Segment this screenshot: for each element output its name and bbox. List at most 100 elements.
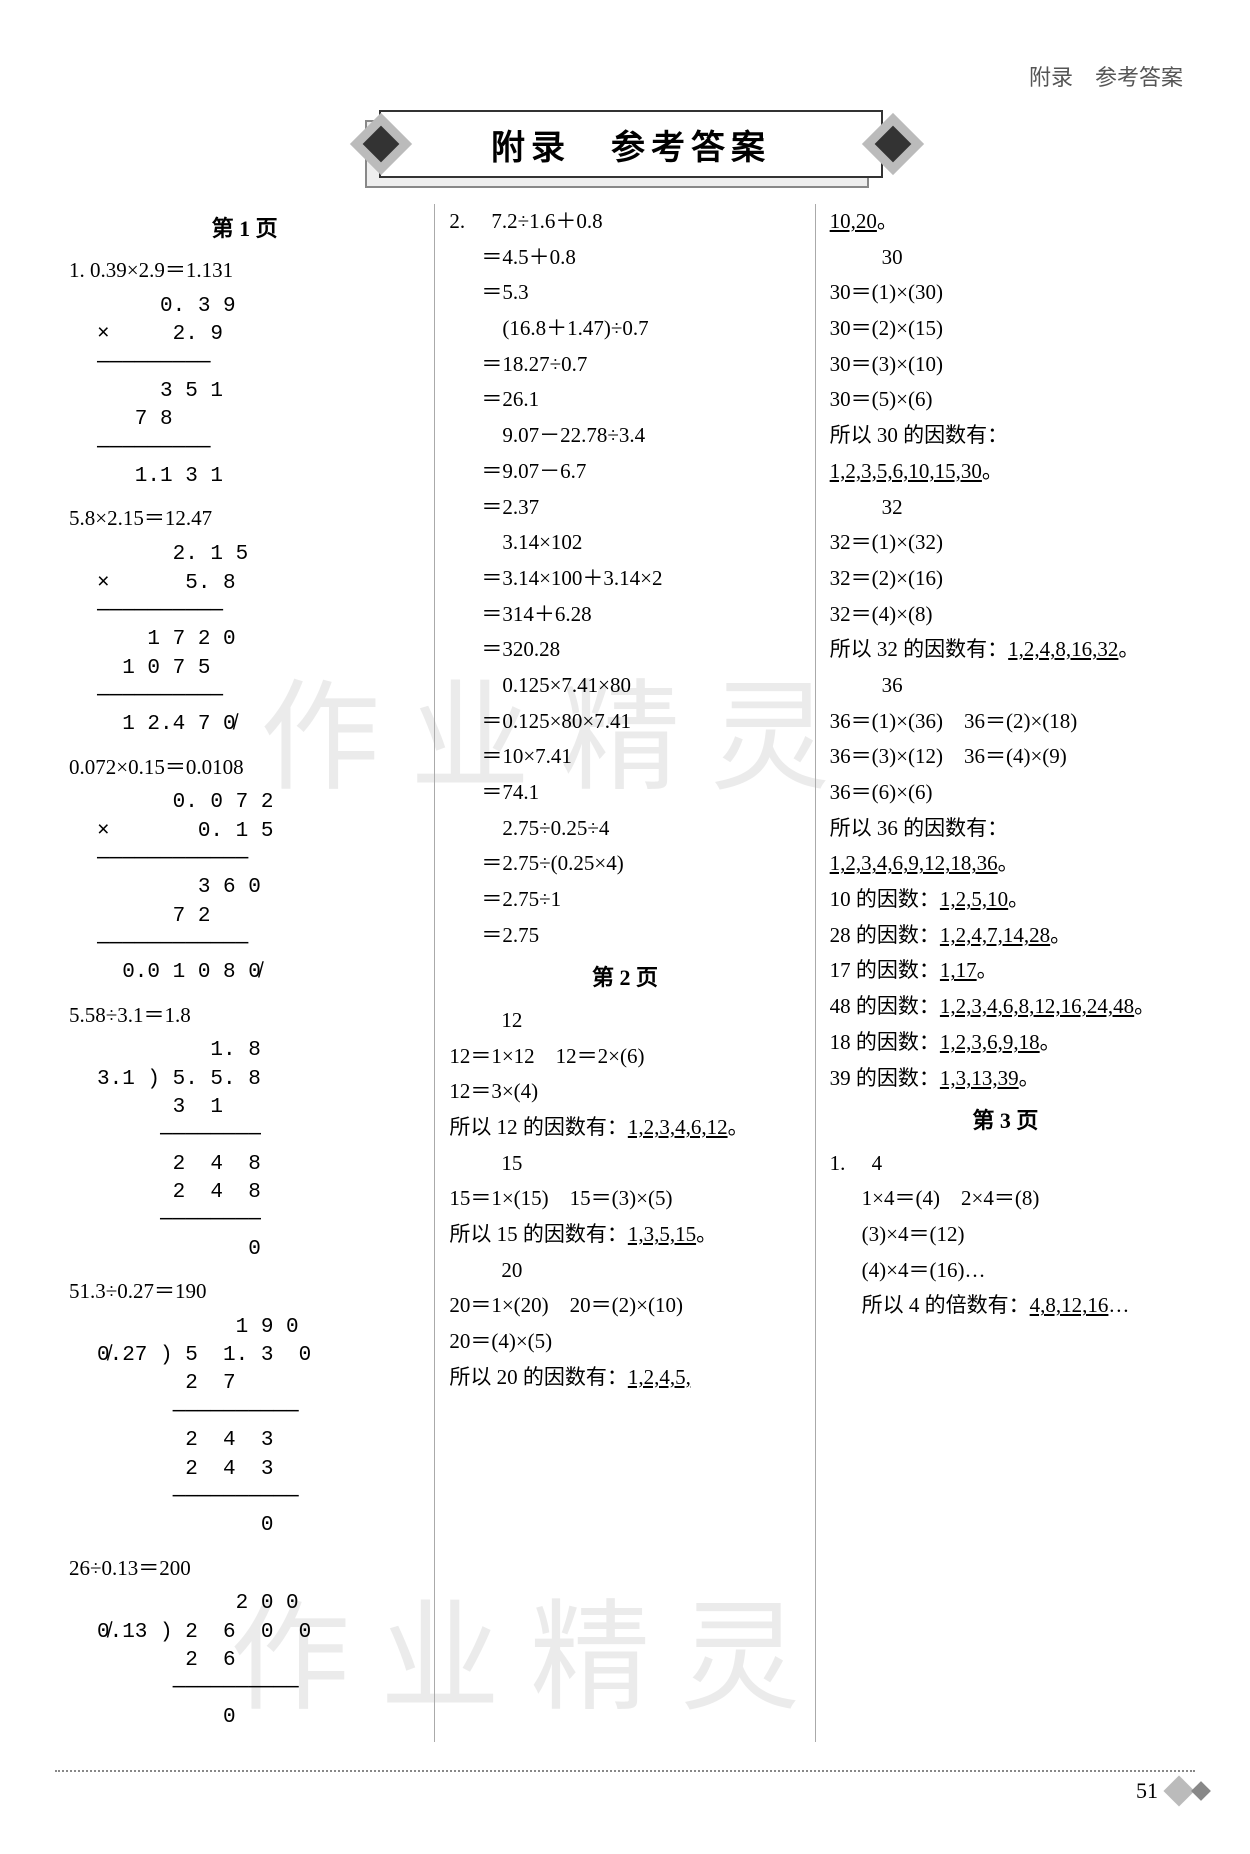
c2-17: 2.75÷0.25÷4 [449, 811, 800, 847]
c2-10: ＝3.14×100＋3.14×2 [449, 561, 800, 597]
f48-pre: 48 的因数： [830, 994, 940, 1018]
n30-ans-pre: 所以 30 的因数有： [830, 423, 1009, 447]
f39-pre: 39 的因数： [830, 1066, 940, 1090]
p1-work: 0. 3 9 × 2. 9 ───────── 3 5 1 7 8 ──────… [97, 293, 420, 491]
n36-ans-val: 1,2,3,4,6,9,12,18,36 [830, 851, 998, 875]
q2-label: 2. [449, 209, 465, 233]
p4-eq: 5.58÷3.1＝1.8 [69, 998, 420, 1034]
n20-a: 20＝1×(20) 20＝(2)×(10) [449, 1288, 800, 1324]
f28-pre: 28 的因数： [830, 923, 940, 947]
n32-c: 32＝(4)×(8) [830, 597, 1181, 633]
pagenum-diamond-2-icon [1191, 1781, 1211, 1801]
n36-a: 36＝(1)×(36) 36＝(2)×(18) [830, 704, 1181, 740]
c2-5: ＝26.1 [449, 382, 800, 418]
n15-ans: 所以 15 的因数有：1,3,5,15。 [449, 1217, 800, 1253]
column-3: 10,20。 30 30＝(1)×(30) 30＝(2)×(15) 30＝(3)… [815, 204, 1195, 1742]
c2-14: ＝0.125×80×7.41 [449, 704, 800, 740]
c2-18: ＝2.75÷(0.25×4) [449, 846, 800, 882]
p5-eq: 51.3÷0.27＝190 [69, 1274, 420, 1310]
f48: 48 的因数：1,2,3,4,6,8,12,16,24,48。 [830, 989, 1181, 1025]
p5-work: 1 9 0 0̸.27 ) 5 1. 3 0 2 7 ────────── 2 … [97, 1314, 420, 1541]
n15-a: 15＝1×(15) 15＝(3)×(5) [449, 1181, 800, 1217]
m4-ans-pre: 所以 4 的倍数有： [862, 1293, 1030, 1317]
title-box: 附录 参考答案 [365, 110, 885, 178]
c2-9: 3.14×102 [449, 525, 800, 561]
n36-b: 36＝(3)×(12) 36＝(4)×(9) [830, 739, 1181, 775]
page-number-badge: 51 [1136, 1778, 1208, 1804]
p6-work: 2 0 0 0̸.13 ) 2 6 0 0 2 6 ────────── 0 [97, 1590, 420, 1732]
p3-q1: 1. 4 [830, 1146, 1181, 1182]
c2-1: ＝4.5＋0.8 [449, 240, 800, 276]
m4-ans: 所以 4 的倍数有：4,8,12,16… [830, 1288, 1181, 1324]
column-1: 第 1 页 1. 0.39×2.9＝1.131 0. 3 9 × 2. 9 ──… [55, 204, 434, 1742]
cont-ans: 10,20。 [830, 204, 1181, 240]
n32-b: 32＝(2)×(16) [830, 561, 1181, 597]
pagenum-diamond-1-icon [1163, 1775, 1194, 1806]
diamond-right-icon [862, 113, 924, 175]
m4-ans-val: 4,8,12,16 [1030, 1293, 1109, 1317]
n20-ans-pre: 所以 20 的因数有： [449, 1365, 628, 1389]
c2-0: 7.2÷1.6＋0.8 [470, 209, 602, 233]
f10-pre: 10 的因数： [830, 887, 940, 911]
f10: 10 的因数：1,2,5,10。 [830, 882, 1181, 918]
n20-head: 20 [449, 1253, 800, 1289]
f39-val: 1,3,13,39 [940, 1066, 1019, 1090]
columns-container: 第 1 页 1. 0.39×2.9＝1.131 0. 3 9 × 2. 9 ──… [55, 204, 1195, 1742]
page-header-right: 附录 参考答案 [55, 60, 1195, 92]
f10-val: 1,2,5,10 [940, 887, 1008, 911]
n12-head: 12 [449, 1003, 800, 1039]
c2-11: ＝314＋6.28 [449, 597, 800, 633]
q1-line: 1. 0.39×2.9＝1.131 [69, 253, 420, 289]
f18-pre: 18 的因数： [830, 1030, 940, 1054]
diamond-left-icon [350, 113, 412, 175]
n32-ans-pre: 所以 32 的因数有： [830, 637, 1009, 661]
n36-ans: 所以 36 的因数有：1,2,3,4,6,9,12,18,36。 [830, 811, 1181, 882]
n36-ans-pre: 所以 36 的因数有： [830, 816, 1009, 840]
p1-eq: 0.39×2.9＝1.131 [90, 258, 233, 282]
f28: 28 的因数：1,2,4,7,14,28。 [830, 918, 1181, 954]
m4-b: (3)×4＝(12) [830, 1217, 1181, 1253]
cont-ans-val: 10,20 [830, 209, 877, 233]
f17-pre: 17 的因数： [830, 958, 940, 982]
page-number: 51 [1136, 1778, 1158, 1804]
c2-2: ＝5.3 [449, 275, 800, 311]
m4-head: 4 [872, 1151, 883, 1175]
n30-c: 30＝(3)×(10) [830, 347, 1181, 383]
p3-work: 0. 0 7 2 × 0. 1 5 ──────────── 3 6 0 7 2… [97, 789, 420, 987]
f48-val: 1,2,3,4,6,8,12,16,24,48 [940, 994, 1134, 1018]
n20-b: 20＝(4)×(5) [449, 1324, 800, 1360]
n30-ans-val: 1,2,3,5,6,10,15,30 [830, 459, 982, 483]
n15-head: 15 [449, 1146, 800, 1182]
c2-3: (16.8＋1.47)÷0.7 [449, 311, 800, 347]
c2-15: ＝10×7.41 [449, 739, 800, 775]
c2-20: ＝2.75 [449, 918, 800, 954]
main-title: 附录 参考答案 [491, 120, 771, 169]
n30-ans: 所以 30 的因数有：1,2,3,5,6,10,15,30。 [830, 418, 1181, 489]
f17-val: 1,17 [940, 958, 977, 982]
section-page1: 第 1 页 [69, 210, 420, 247]
n30-d: 30＝(5)×(6) [830, 382, 1181, 418]
n30-b: 30＝(2)×(15) [830, 311, 1181, 347]
c2-13: 0.125×7.41×80 [449, 668, 800, 704]
c2-19: ＝2.75÷1 [449, 882, 800, 918]
n32-ans-val: 1,2,4,8,16,32 [1008, 637, 1118, 661]
f18-val: 1,2,3,6,9,18 [940, 1030, 1040, 1054]
n36-head: 36 [830, 668, 1181, 704]
n15-ans-val: 1,3,5,15 [628, 1222, 696, 1246]
footer-dots [55, 1770, 1195, 1780]
p6-eq: 26÷0.13＝200 [69, 1551, 420, 1587]
q2-line: 2. 7.2÷1.6＋0.8 [449, 204, 800, 240]
n12-a: 12＝1×12 12＝2×(6) [449, 1039, 800, 1075]
n12-ans-pre: 所以 12 的因数有： [449, 1115, 628, 1139]
n30-head: 30 [830, 240, 1181, 276]
c2-8: ＝2.37 [449, 490, 800, 526]
n32-ans: 所以 32 的因数有：1,2,4,8,16,32。 [830, 632, 1181, 668]
n20-ans-val: 1,2,4,5, [628, 1365, 691, 1389]
c2-4: ＝18.27÷0.7 [449, 347, 800, 383]
c2-16: ＝74.1 [449, 775, 800, 811]
page-root: 作业精灵 作业精灵 附录 参考答案 附录 参考答案 第 1 页 1. 0.39×… [0, 0, 1250, 1854]
n12-ans-val: 1,2,3,4,6,12 [628, 1115, 728, 1139]
column-2: 2. 7.2÷1.6＋0.8 ＝4.5＋0.8 ＝5.3 (16.8＋1.47)… [434, 204, 814, 1742]
section-page2: 第 2 页 [449, 959, 800, 996]
p3-eq: 0.072×0.15＝0.0108 [69, 750, 420, 786]
